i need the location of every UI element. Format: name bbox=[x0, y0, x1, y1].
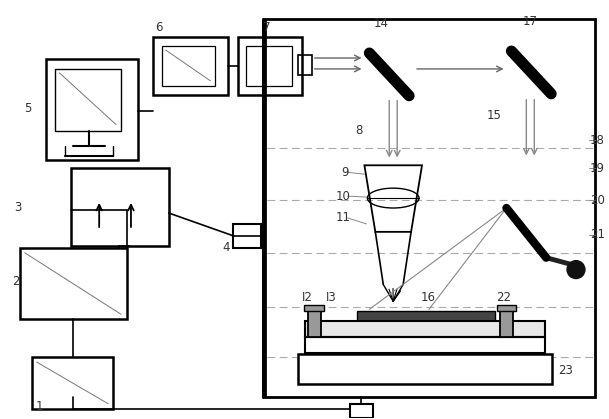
Bar bbox=[298, 55, 312, 75]
Bar bbox=[350, 403, 373, 418]
Bar bbox=[233, 224, 261, 248]
Text: 15: 15 bbox=[487, 109, 501, 122]
Bar bbox=[246, 46, 292, 86]
Bar bbox=[46, 59, 138, 160]
Bar bbox=[357, 311, 495, 321]
Text: 23: 23 bbox=[558, 365, 573, 378]
Bar bbox=[304, 321, 545, 337]
Bar bbox=[153, 37, 228, 95]
Text: 11: 11 bbox=[336, 212, 351, 225]
Bar bbox=[496, 305, 516, 311]
Bar bbox=[298, 354, 552, 384]
Text: 10: 10 bbox=[336, 189, 350, 203]
Bar bbox=[304, 305, 323, 311]
Bar bbox=[162, 46, 216, 86]
Text: I3: I3 bbox=[326, 291, 336, 304]
Text: 18: 18 bbox=[590, 134, 605, 147]
Bar bbox=[304, 337, 545, 353]
Text: 1: 1 bbox=[35, 400, 43, 413]
Text: 19: 19 bbox=[590, 162, 605, 175]
Bar bbox=[55, 69, 121, 131]
Text: 21: 21 bbox=[590, 228, 605, 241]
Text: I2: I2 bbox=[302, 291, 312, 304]
Bar bbox=[501, 308, 513, 337]
Bar bbox=[308, 308, 321, 337]
Bar bbox=[32, 357, 113, 409]
Text: 2: 2 bbox=[12, 275, 19, 288]
Text: 9: 9 bbox=[342, 166, 349, 179]
Text: 3: 3 bbox=[14, 201, 21, 214]
Text: 6: 6 bbox=[155, 21, 163, 34]
Text: 14: 14 bbox=[373, 17, 389, 30]
Text: 20: 20 bbox=[590, 194, 605, 207]
Text: 16: 16 bbox=[421, 291, 436, 304]
Bar bbox=[19, 248, 127, 319]
Bar bbox=[71, 168, 169, 246]
Bar bbox=[265, 19, 595, 397]
Bar bbox=[238, 37, 302, 95]
Text: 4: 4 bbox=[222, 241, 230, 254]
Text: 5: 5 bbox=[24, 102, 31, 115]
Circle shape bbox=[567, 261, 585, 279]
Text: 17: 17 bbox=[523, 15, 537, 28]
Text: 8: 8 bbox=[356, 124, 363, 137]
Text: 22: 22 bbox=[496, 291, 512, 304]
Text: 7: 7 bbox=[263, 21, 270, 34]
